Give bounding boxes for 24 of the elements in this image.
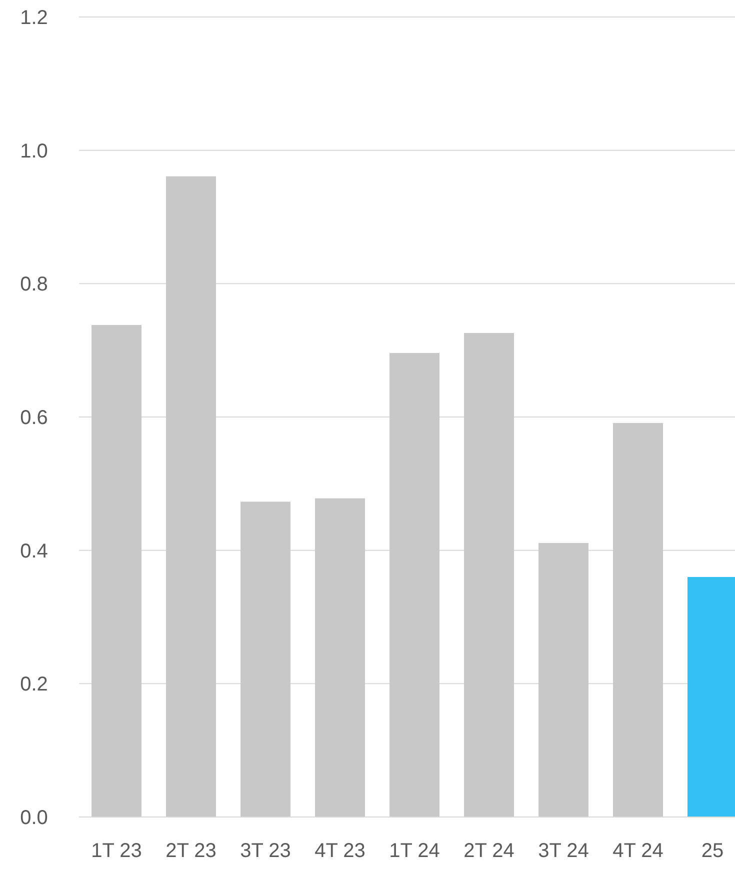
y-tick-label: 0.2: [20, 674, 48, 696]
bar: [240, 502, 290, 817]
y-tick-label: 1.0: [20, 140, 48, 162]
y-tick-label: 0.8: [20, 274, 48, 296]
x-tick-label: 2T 23: [166, 840, 216, 862]
bar: [315, 498, 365, 817]
y-tick-label: 0.0: [20, 807, 48, 829]
x-tick-label: 3T 24: [538, 840, 589, 862]
x-tick-label: 1T 23: [91, 840, 142, 862]
y-tick-label: 0.4: [20, 540, 48, 562]
x-tick-label: 2T 24: [464, 840, 514, 862]
x-tick-label: 3T 23: [240, 840, 291, 862]
x-tick-label: 25: [701, 840, 724, 862]
bar: [464, 333, 514, 817]
y-tick-label: 0.6: [20, 407, 48, 429]
bar: [613, 423, 663, 817]
bar: [390, 353, 440, 817]
x-tick-label: 4T 24: [612, 840, 664, 862]
bar: [166, 176, 216, 817]
x-tick-label: 1T 24: [389, 840, 440, 862]
x-tick-label: 4T 23: [314, 840, 366, 862]
bar: [92, 325, 142, 817]
y-tick-label: 1.2: [20, 7, 48, 29]
bar: [538, 543, 588, 817]
